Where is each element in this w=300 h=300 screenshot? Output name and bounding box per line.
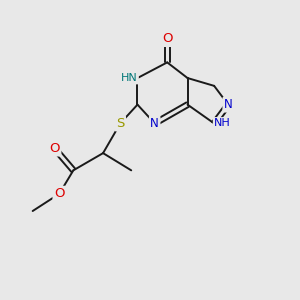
Text: S: S — [116, 117, 124, 130]
Text: N: N — [150, 117, 159, 130]
Text: NH: NH — [214, 118, 231, 128]
Text: N: N — [224, 98, 233, 111]
Text: O: O — [49, 142, 60, 155]
Text: O: O — [54, 187, 64, 200]
Text: O: O — [162, 32, 172, 45]
Text: HN: HN — [121, 73, 137, 83]
